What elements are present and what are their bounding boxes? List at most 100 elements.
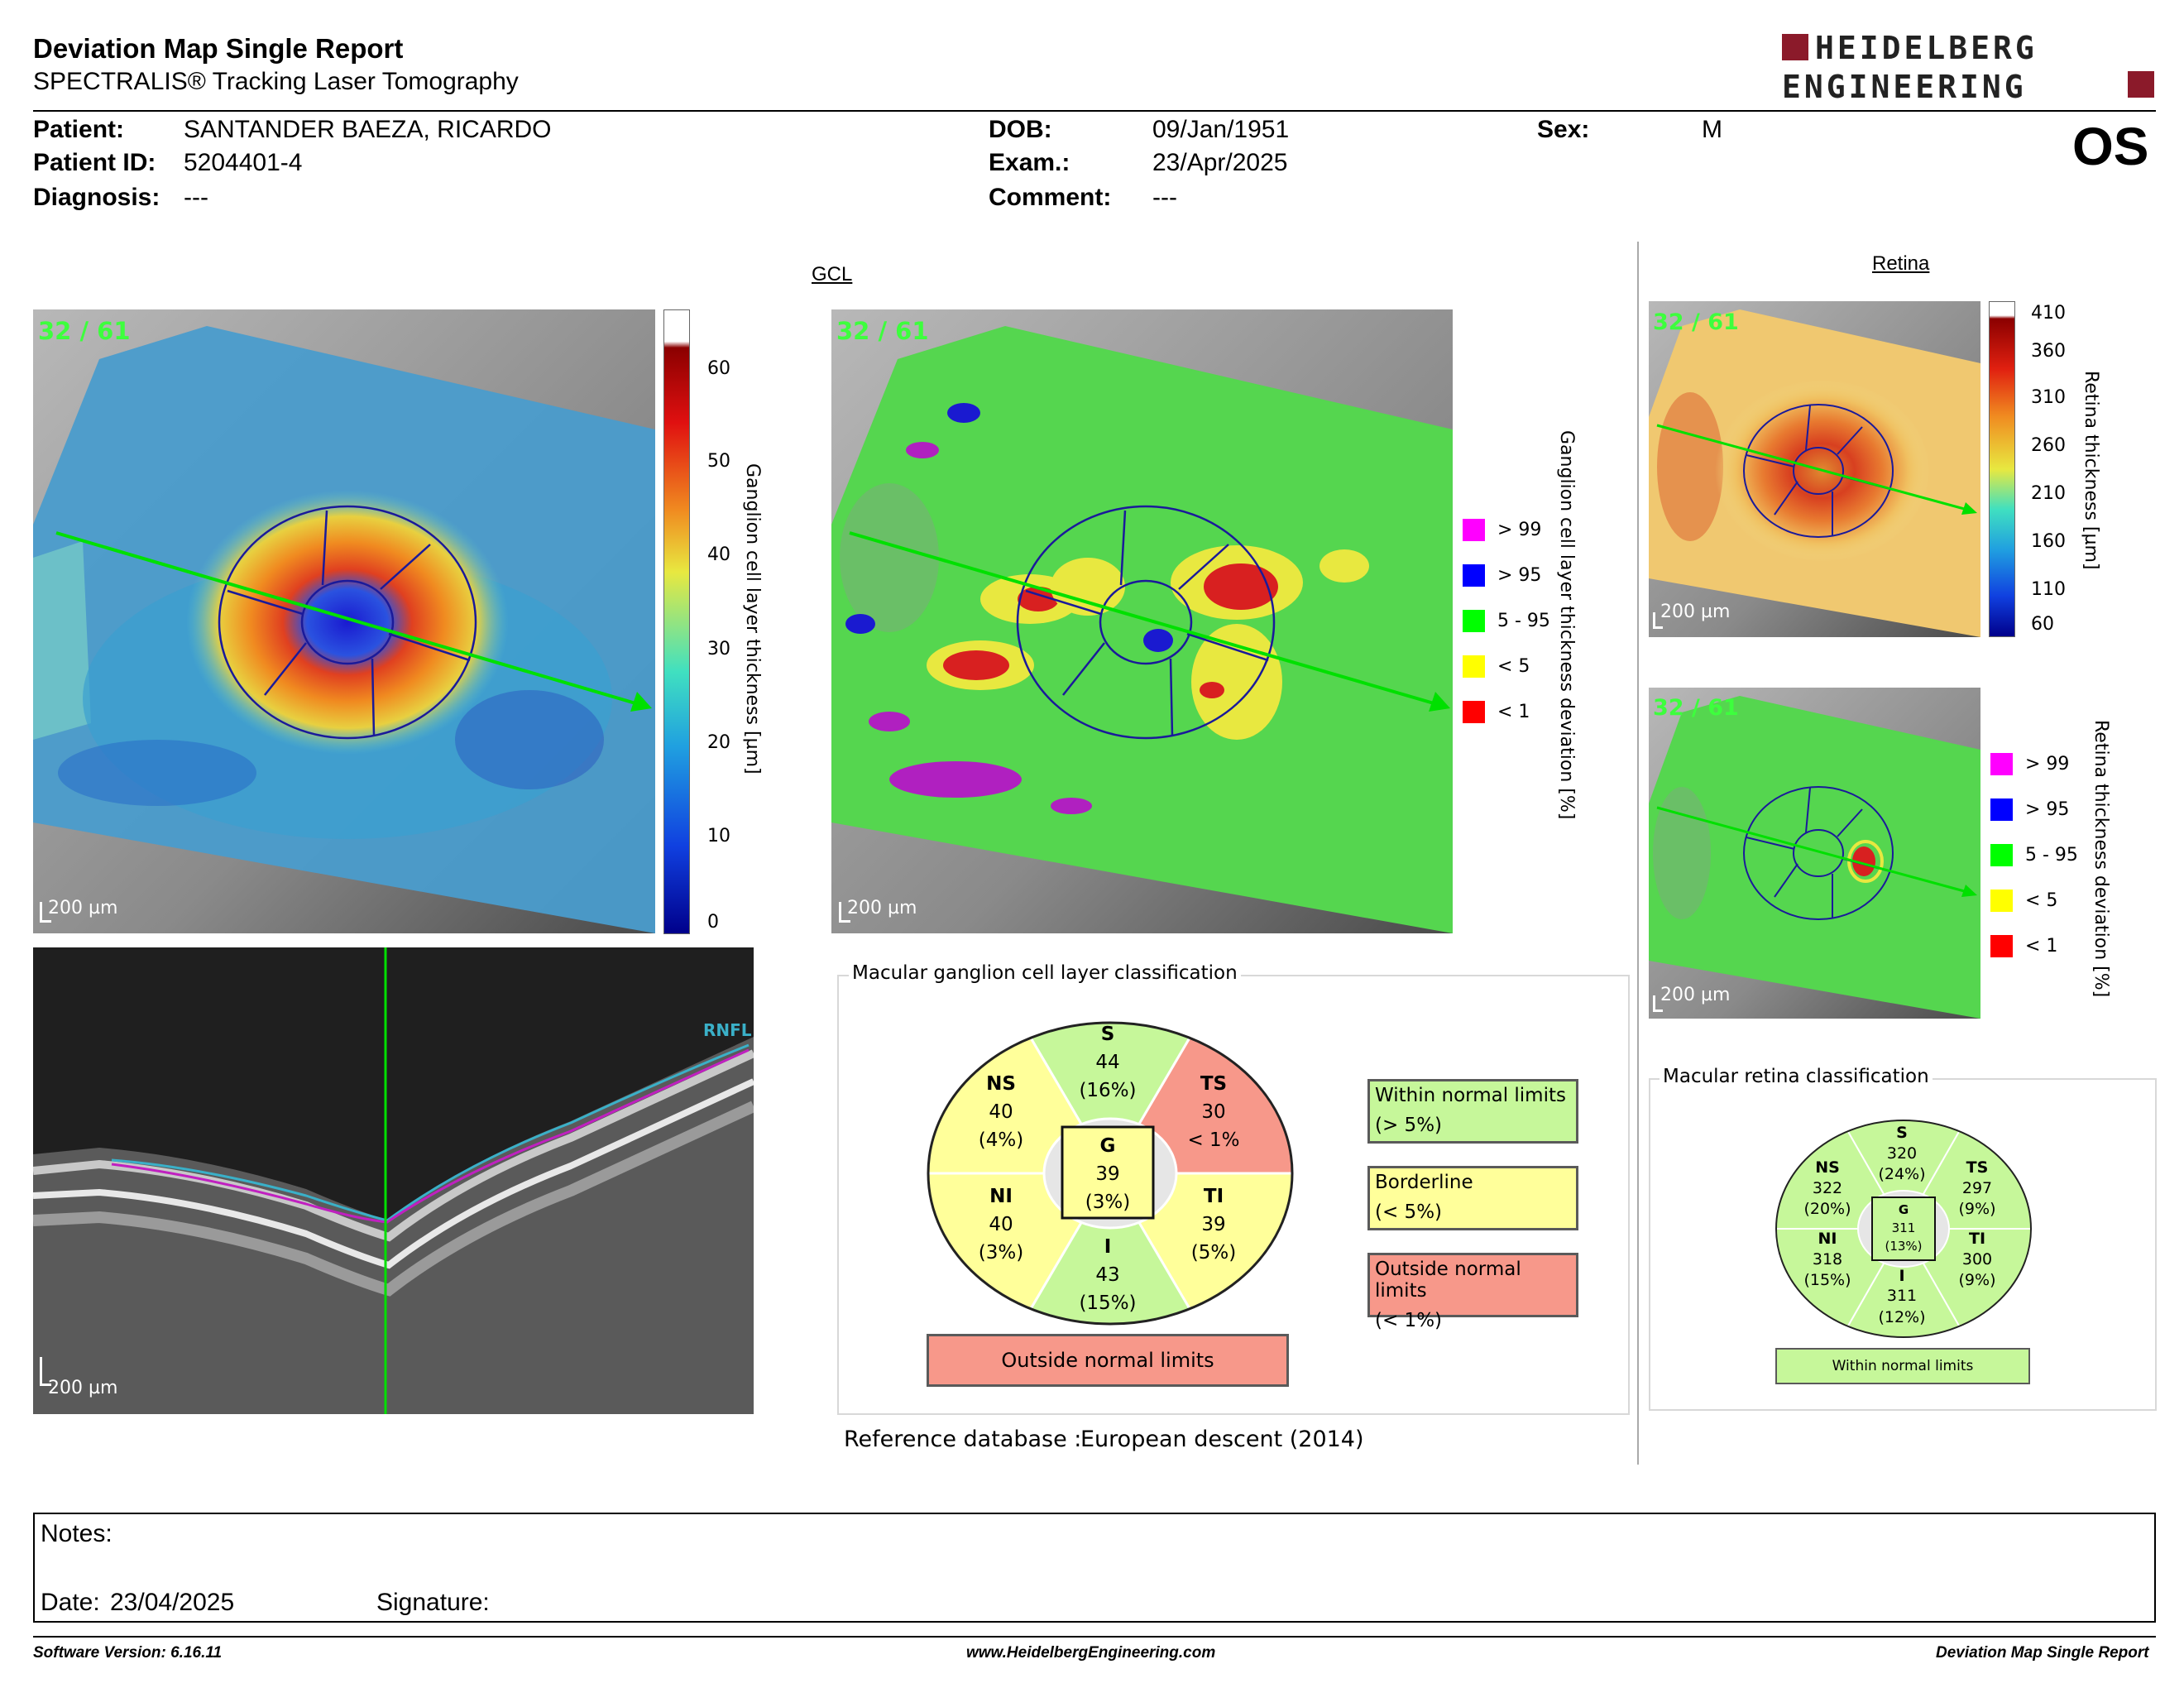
retina-sector-pct: (15%) [1803, 1271, 1851, 1289]
retina-sector-pct: (24%) [1878, 1165, 1925, 1183]
retina-section-title: Retina [1872, 252, 1930, 275]
key-line: Borderline [1375, 1172, 1473, 1193]
retina-colorbar-tick: 60 [2031, 614, 2054, 635]
scale-bar-horizontal [839, 920, 850, 923]
retina-sector-label: I [1899, 1267, 1904, 1285]
retina-sector-value: 300 [1962, 1250, 1992, 1268]
legend-swatch-5-95 [1990, 844, 2013, 866]
retina-colorbar-tick: 260 [2031, 435, 2066, 456]
retina-thickness-colorbar [1989, 301, 2015, 637]
gcl-thickness-map [33, 309, 655, 933]
legend-swatch-lt1 [1463, 701, 1485, 723]
patient-name: SANTANDER BAEZA, RICARDO [184, 116, 552, 143]
reference-database-value: European descent (2014) [1080, 1427, 1364, 1452]
legend-swatch-gt95 [1990, 798, 2013, 821]
retina-sector-value: 318 [1813, 1250, 1842, 1268]
retina-sector-value: 311 [1892, 1220, 1916, 1235]
retina-sector-label: NI [1818, 1230, 1837, 1248]
scale-bar-horizontal [40, 920, 51, 923]
legend-swatch-lt5 [1463, 655, 1485, 678]
retina-sector-value: 320 [1887, 1144, 1917, 1163]
retina-overall-classification: Within normal limits [1775, 1348, 2030, 1384]
gcl-sector-chart: S 44 (16%) NS 40 (4%) TS 30 < 1% NI 40 (… [927, 1021, 1294, 1326]
gcl-sector-value: 40 [989, 1101, 1013, 1123]
retina-colorbar-tick: 410 [2031, 303, 2066, 324]
retina-sector-label: TI [1969, 1230, 1985, 1248]
patient-id-label: Patient ID: [33, 149, 156, 176]
key-line: (< 5%) [1375, 1201, 1443, 1223]
sex-label: Sex: [1537, 116, 1590, 143]
legend-swatch-gt95 [1463, 564, 1485, 587]
software-version: Software Version: 6.16.11 [33, 1644, 223, 1662]
gcl-sector-value: 30 [1201, 1101, 1225, 1123]
gcl-colorbar-tick: 40 [707, 544, 730, 565]
gcl-deviation-axis-label: Ganglion cell layer thickness deviation … [1556, 430, 1577, 820]
dob-label: DOB: [989, 116, 1052, 143]
retina-sector-pct: (20%) [1803, 1200, 1851, 1218]
key-line: Outside normal limits [1375, 1259, 1521, 1302]
gcl-sector-label: TS [1200, 1073, 1227, 1095]
notes-box[interactable] [33, 1513, 2156, 1623]
report-title: Deviation Map Single Report [33, 33, 404, 64]
legend-swatch-lt5 [1990, 890, 2013, 912]
gcl-sector-pct: (4%) [979, 1129, 1023, 1151]
gcl-frame-count: 32 / 61 [38, 317, 131, 345]
scale-bar-horizontal [40, 1383, 51, 1386]
gcl-deviation-scale-bar: 200 µm [847, 898, 917, 918]
key-outside-normal: Outside normal limits (< 1%) [1367, 1253, 1578, 1331]
report-subtitle: SPECTRALIS® Tracking Laser Tomography [33, 68, 519, 95]
legend-label: > 99 [2025, 754, 2070, 774]
gcl-sector-label: NS [986, 1073, 1016, 1095]
comment-label: Comment: [989, 184, 1112, 211]
legend-label: 5 - 95 [1497, 611, 1550, 631]
patient-name-label: Patient: [33, 116, 125, 143]
retina-colorbar-tick: 360 [2031, 341, 2066, 362]
retina-deviation-map [1649, 688, 1980, 1019]
gcl-sector-pct: (5%) [1191, 1242, 1236, 1264]
logo-line-1: HEIDELBERG [1815, 31, 2038, 66]
legend-swatch-gt99 [1990, 753, 2013, 775]
gcl-sector-label: NI [989, 1186, 1013, 1207]
header-divider [33, 110, 2156, 112]
retina-sector-value: 311 [1887, 1287, 1917, 1305]
scale-bar-vertical [839, 902, 841, 923]
gcl-colorbar-tick: 10 [707, 826, 730, 846]
gcl-colorbar-tick: 60 [707, 358, 730, 379]
retina-sector-label: TS [1966, 1158, 1989, 1177]
legend-label: < 5 [2025, 890, 2058, 911]
reference-database-label: Reference database : [844, 1427, 1082, 1452]
retina-deviation-frame-count: 32 / 61 [1653, 695, 1739, 721]
retina-sector-label: S [1896, 1124, 1908, 1142]
gcl-sector-label: TI [1204, 1186, 1224, 1207]
exam-value: 23/Apr/2025 [1152, 149, 1288, 176]
retina-scale-bar: 200 µm [1660, 602, 1731, 622]
oct-scale-bar: 200 µm [48, 1378, 118, 1398]
website-link[interactable]: www.HeidelbergEngineering.com [966, 1644, 1216, 1662]
gcl-sector-label: I [1104, 1236, 1112, 1258]
date-label: Date: [41, 1589, 100, 1616]
sex-value: M [1702, 116, 1722, 143]
gcl-section-title: GCL [812, 263, 853, 285]
gcl-deviation-frame-count: 32 / 61 [836, 317, 929, 345]
gcl-colorbar-tick: 30 [707, 639, 730, 659]
retina-colorbar-tick: 310 [2031, 387, 2066, 408]
scale-bar-vertical [40, 1357, 42, 1386]
gcl-sector-value: 39 [1201, 1214, 1225, 1235]
retina-sector-value: 297 [1962, 1179, 1992, 1197]
gcl-sector-label: G [1100, 1135, 1116, 1157]
retina-sector-pct: (9%) [1959, 1200, 1996, 1218]
gcl-classification-title: Macular ganglion cell layer classificati… [849, 962, 1241, 984]
gcl-overall-classification: Outside normal limits [927, 1334, 1289, 1387]
retina-colorbar-tick: 210 [2031, 483, 2066, 504]
oct-bscan [33, 947, 754, 1414]
retina-sector-pct: (12%) [1878, 1308, 1925, 1326]
gcl-colorbar-tick: 20 [707, 732, 730, 753]
diagnosis-value: --- [184, 184, 208, 211]
dob-value: 09/Jan/1951 [1152, 116, 1290, 143]
key-line: (> 5%) [1375, 1115, 1443, 1136]
retina-deviation-axis-label: Retina thickness deviation [%] [2091, 720, 2111, 998]
heidelberg-logo: HEIDELBERG ENGINEERING [1782, 31, 2154, 104]
legend-swatch-lt1 [1990, 935, 2013, 957]
footer-report-name: Deviation Map Single Report [1936, 1644, 2149, 1662]
retina-sector-value: 322 [1813, 1179, 1842, 1197]
